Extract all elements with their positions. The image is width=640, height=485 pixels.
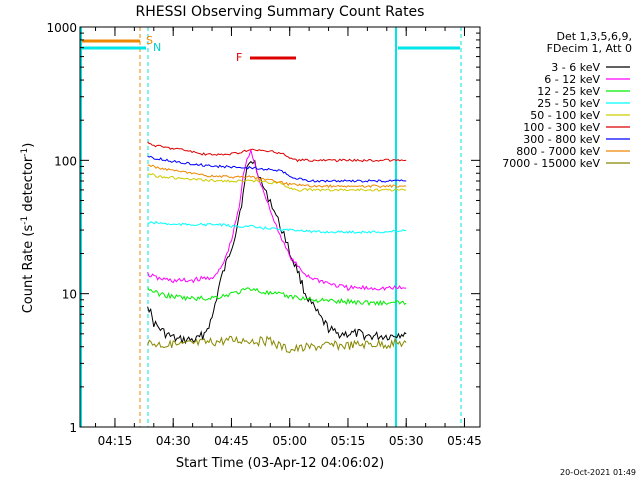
x-axis-ticks: 04:15 04:30 04:45 05:00 05:15 05:30 05:45 bbox=[95, 27, 482, 448]
annotation-f: F bbox=[236, 51, 242, 64]
series-group bbox=[147, 141, 407, 354]
legend-label: 7000 - 15000 keV bbox=[502, 157, 600, 170]
y-axis-label-sup-2: -1 bbox=[20, 148, 30, 157]
series-50-100-kev bbox=[147, 173, 407, 192]
y-axis-label-part-2: detector bbox=[21, 156, 36, 216]
series-100-300-kev bbox=[147, 141, 407, 163]
legend-label: 300 - 800 keV bbox=[523, 133, 600, 146]
series-300-800-kev bbox=[147, 155, 407, 183]
x-tick-label: 05:30 bbox=[389, 434, 424, 448]
y-axis-label-part-1: Count Rate (s bbox=[21, 225, 36, 314]
chart-title: RHESSI Observing Summary Count Rates bbox=[136, 4, 425, 20]
legend-label: 800 - 7000 keV bbox=[516, 145, 600, 158]
y-axis-label-sup-1: -1 bbox=[20, 216, 30, 225]
y-axis-label-part-3: ) bbox=[21, 143, 36, 148]
legend-label: 6 - 12 keV bbox=[544, 73, 600, 86]
y-axis-ticks: 1 10 100 1000 bbox=[46, 21, 480, 435]
x-tick-label: 04:15 bbox=[98, 434, 133, 448]
legend-label: 100 - 300 keV bbox=[523, 121, 600, 134]
x-tick-label: 05:45 bbox=[447, 434, 482, 448]
legend: Det 1,3,5,6,9, FDecim 1, Att 0 3 - 6 keV… bbox=[502, 30, 632, 170]
annotation-n: N bbox=[153, 41, 161, 54]
series-25-50-kev bbox=[147, 220, 407, 234]
x-axis-label: Start Time (03-Apr-12 04:06:02) bbox=[176, 456, 384, 471]
legend-header-line-1: Det 1,3,5,6,9, bbox=[556, 30, 632, 43]
legend-label: 3 - 6 keV bbox=[551, 61, 600, 74]
series-7000-15000-kev bbox=[147, 335, 407, 354]
series-12-25-kev bbox=[147, 287, 407, 307]
x-tick-label: 05:00 bbox=[272, 434, 307, 448]
footer-date: 20-Oct-2021 01:49 bbox=[560, 468, 636, 477]
legend-label: 12 - 25 keV bbox=[537, 85, 600, 98]
y-tick-label: 1 bbox=[69, 421, 77, 435]
series-3-6-kev bbox=[147, 159, 407, 345]
series-800-7000-kev bbox=[147, 164, 407, 189]
series-6-12-kev bbox=[147, 148, 407, 292]
y-axis-label: Count Rate (s-1 detector-1) bbox=[20, 143, 36, 314]
legend-label: 25 - 50 keV bbox=[537, 97, 600, 110]
y-tick-label: 1000 bbox=[46, 21, 77, 35]
annotation-s: S bbox=[146, 34, 153, 47]
x-tick-label: 05:15 bbox=[331, 434, 366, 448]
y-tick-label: 10 bbox=[62, 288, 77, 302]
plot-frame bbox=[79, 26, 481, 428]
x-tick-label: 04:30 bbox=[156, 434, 191, 448]
x-tick-label: 04:45 bbox=[214, 434, 249, 448]
plot-marks: SN F bbox=[80, 27, 462, 427]
legend-header-line-2: FDecim 1, Att 0 bbox=[547, 42, 632, 55]
legend-label: 50 - 100 keV bbox=[530, 109, 600, 122]
y-tick-label: 100 bbox=[54, 154, 77, 168]
